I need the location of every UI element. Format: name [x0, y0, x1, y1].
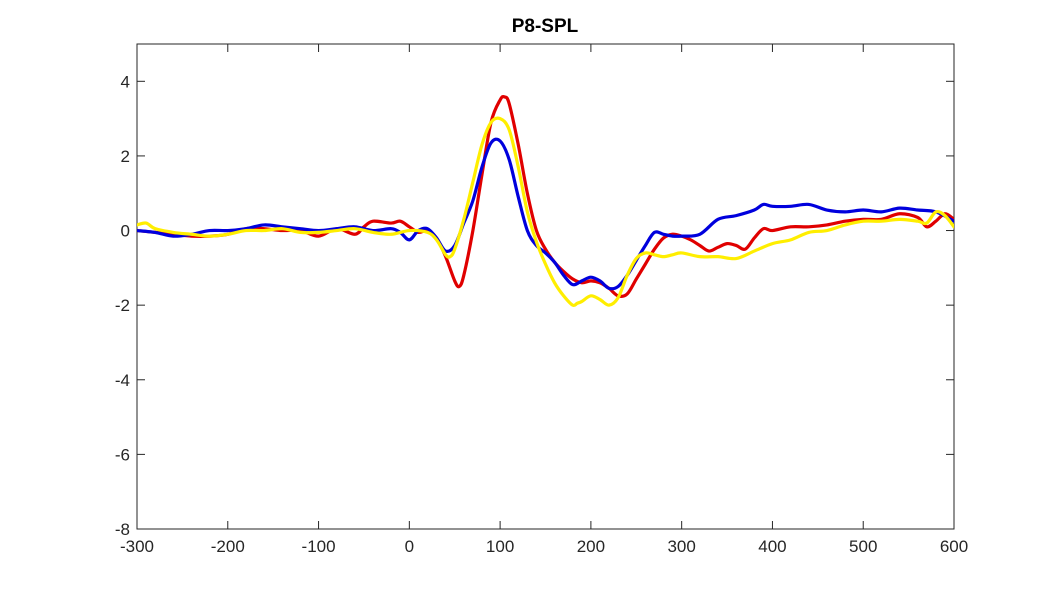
chart-title: P8-SPL — [512, 16, 579, 37]
series-line-blue — [137, 137, 954, 291]
x-tick-label: -300 — [120, 537, 154, 556]
y-tick-label: -6 — [115, 445, 130, 464]
x-tick-label: 600 — [940, 537, 968, 556]
y-tick-label: -4 — [115, 371, 130, 390]
x-tick-label: 0 — [405, 537, 414, 556]
x-tick-label: 100 — [486, 537, 514, 556]
x-tick-label: 500 — [849, 537, 877, 556]
x-tick-label: 300 — [667, 537, 695, 556]
x-tick-label: -200 — [211, 537, 245, 556]
x-tick-label: 200 — [577, 537, 605, 556]
x-tick-label: 400 — [758, 537, 786, 556]
series-line-yellow — [137, 116, 954, 308]
y-tick-label: -2 — [115, 296, 130, 315]
axes-box — [136, 43, 955, 530]
y-tick-label: 0 — [121, 222, 130, 241]
plot-area: -300 -200 -100 0 100 200 300 400 500 600 -8 -6 -4 -2 0… — [115, 43, 968, 556]
x-tick-label: -100 — [302, 537, 336, 556]
y-tick-label: -8 — [115, 520, 130, 539]
y-tick-label: 4 — [121, 72, 130, 91]
y-tick-label: 2 — [121, 147, 130, 166]
